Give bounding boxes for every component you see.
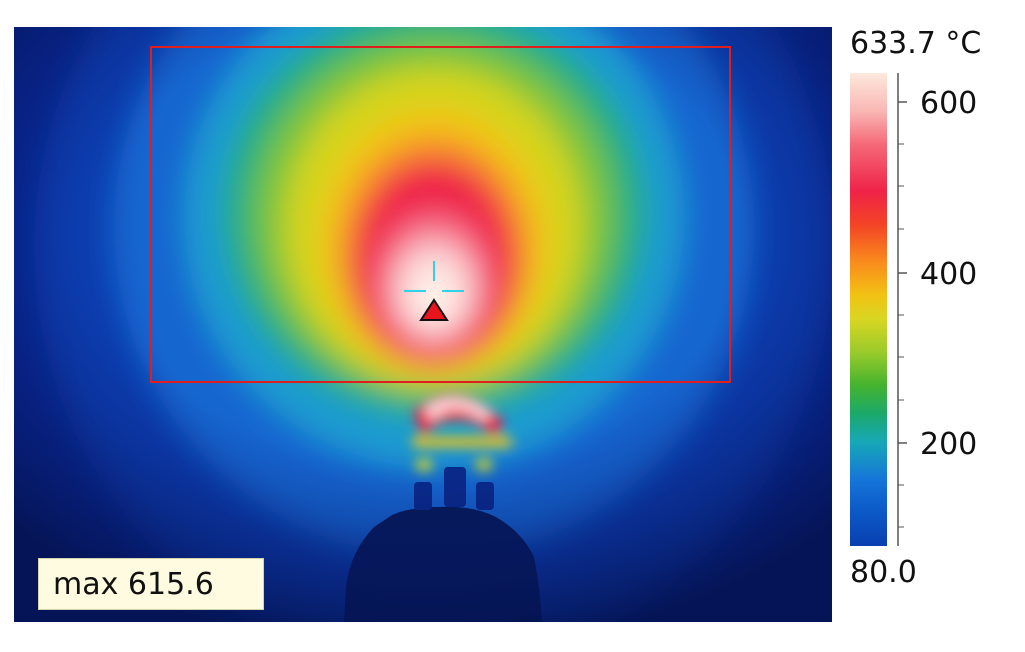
scale-tick-label-400: 400: [920, 257, 978, 292]
thermal-image: max 615.6: [14, 27, 832, 622]
roi-rectangle[interactable]: [150, 46, 731, 383]
color-scale-bar: [850, 73, 887, 546]
thermal-heatmap: [14, 27, 832, 622]
scale-tick-label-200: 200: [920, 427, 978, 462]
scale-min-value: 80.0: [850, 555, 917, 590]
scale-tick-label-600: 600: [920, 86, 978, 121]
max-temperature-marker-icon: [419, 298, 449, 322]
scale-ticks: [893, 73, 913, 546]
scale-max-value: 633.7 °C: [850, 26, 982, 61]
max-temperature-label: max 615.6: [38, 558, 264, 610]
crosshair-icon: [404, 261, 464, 321]
